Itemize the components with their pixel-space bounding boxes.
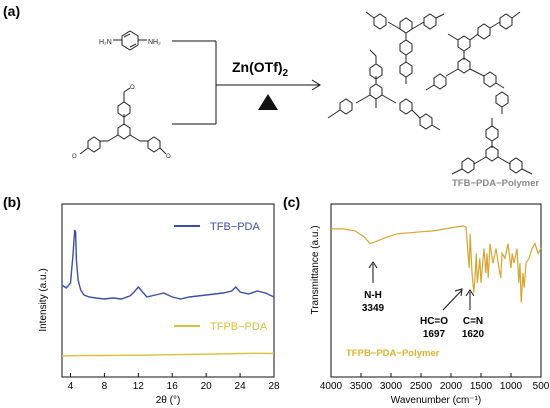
ftir-x-tick-label: 2000 <box>440 381 463 392</box>
ftir-series-line <box>331 225 542 303</box>
xrd-x-tick-label: 28 <box>268 381 280 392</box>
ftir-x-tick-label: 500 <box>533 381 550 392</box>
xrd-x-tick-label: 20 <box>201 381 213 392</box>
polymer-structure-top <box>365 11 445 84</box>
product-label: TFB−PDA−Polymer <box>452 178 539 189</box>
ftir-x-axis: 4000 3500 3000 2500 2000 1500 1000 500 <box>320 373 550 392</box>
ftir-x-tick-label: 3500 <box>350 381 373 392</box>
annotation-cn-value: 1620 <box>462 329 485 340</box>
annotation-nh: N-H 3349 <box>362 261 385 314</box>
ftir-series <box>331 225 542 303</box>
svg-text:H₂N: H₂N <box>99 39 112 46</box>
polymer-structure-bottom <box>451 118 533 175</box>
annotation-hco: HC=O 1697 <box>420 288 463 340</box>
ftir-plot-frame <box>330 203 542 378</box>
p-phenylenediamine-structure: H₂N NH₂ <box>99 30 161 51</box>
polymer-structure-right <box>425 11 521 114</box>
ftir-x-tick-label: 3000 <box>380 381 403 392</box>
ftir-xlabel: Wavenumber (cm⁻¹) <box>391 395 481 406</box>
ftir-series-label: TFPB−PDA−Polymer <box>346 348 440 359</box>
xrd-plot-frame <box>61 203 275 378</box>
xrd-x-tick-label: 4 <box>68 381 74 392</box>
svg-text:O: O <box>72 154 77 160</box>
svg-text:NH₂: NH₂ <box>148 39 161 46</box>
ftir-ylabel: Transmittance (a.u.) <box>310 225 321 314</box>
annotation-cn: C=N 1620 <box>462 289 485 340</box>
svg-text:O: O <box>130 85 135 91</box>
reagent-label: Zn(OTf)2 <box>232 59 289 79</box>
xrd-series <box>61 229 275 357</box>
xrd-x-tick-label: 16 <box>167 381 179 392</box>
svg-text:O: O <box>166 154 171 160</box>
annotation-nh-value: 3349 <box>362 303 385 314</box>
ftir-x-tick-label: 1500 <box>470 381 493 392</box>
ftir-x-tick-label: 1000 <box>500 381 523 392</box>
xrd-series-line-1 <box>61 352 275 357</box>
xrd-x-axis: 4 8 12 16 20 24 28 <box>68 373 280 392</box>
polymer-structure-left <box>327 49 441 131</box>
ftir-x-tick-label: 4000 <box>320 381 343 392</box>
xrd-ylabel: Intensity (a.u.) <box>38 268 49 331</box>
annotation-cn-label: C=N <box>463 316 483 327</box>
xrd-x-tick-label: 24 <box>235 381 247 392</box>
annotation-hco-label: HC=O <box>420 316 448 327</box>
heat-triangle <box>258 94 278 110</box>
xrd-legend-tfb-pda: TFB−PDA <box>174 221 260 233</box>
panel-a-label: (a) <box>3 3 20 19</box>
reaction-arrow-scheme <box>172 40 321 125</box>
xrd-x-tick-label: 8 <box>102 381 108 392</box>
ftir-x-tick-label: 2500 <box>410 381 433 392</box>
xrd-legend-tfpb-pda: TFPB−PDA <box>174 321 268 333</box>
xrd-legend-tfpb-pda-label: TFPB−PDA <box>210 321 268 333</box>
annotation-nh-label: N-H <box>364 290 382 301</box>
panel-c-label: (c) <box>283 194 300 210</box>
xrd-series-line-0 <box>61 229 275 300</box>
xrd-x-tick-label: 12 <box>133 381 145 392</box>
xrd-xlabel: 2θ (°) <box>156 395 181 406</box>
tfb-aldehyde-structure: O O O <box>72 85 171 160</box>
panel-b-label: (b) <box>3 194 21 210</box>
xrd-legend-tfb-pda-label: TFB−PDA <box>210 221 260 233</box>
annotation-hco-value: 1697 <box>423 329 446 340</box>
